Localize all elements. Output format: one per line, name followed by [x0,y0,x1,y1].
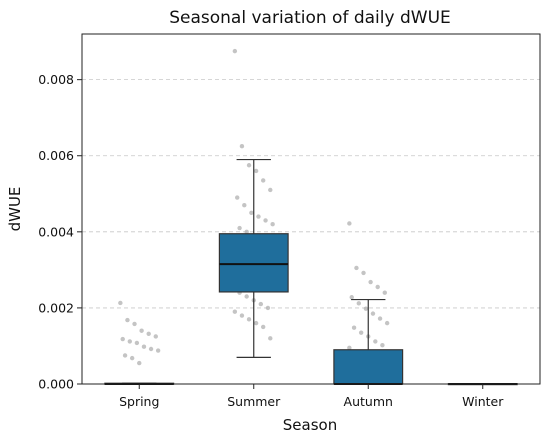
plot-frame [81,33,541,385]
data-point [141,344,147,349]
data-point [132,321,137,327]
data-point [260,324,266,330]
data-point [377,316,383,321]
data-point [356,301,362,306]
boxes [104,158,518,386]
data-point [358,330,364,335]
data-point [370,311,376,316]
data-point [347,221,352,226]
data-point [256,214,261,219]
data-point [148,346,154,352]
box-iqr [218,233,289,293]
data-point [268,336,273,341]
data-point [237,225,242,231]
data-point [153,334,158,339]
chart-title: Seasonal variation of daily dWUE [169,8,451,28]
x-axis-ticks: Spring Summer Autumn Winter [119,384,504,409]
data-point [253,168,259,174]
data-point [127,339,133,344]
data-point [265,305,271,311]
data-point [351,325,357,330]
data-point [134,340,140,346]
data-point [347,345,352,351]
data-point [122,353,128,358]
data-point [146,331,151,336]
data-point [260,178,266,183]
box-autumn [333,298,404,385]
y-tick-label: 0.002 [38,300,74,315]
data-point [349,295,354,300]
data-point [246,163,252,168]
y-tick-label: 0.008 [38,72,74,87]
box-iqr [333,349,404,385]
data-point [232,309,238,314]
data-point [380,342,385,348]
data-point [125,317,130,323]
x-axis-label: Season [283,416,337,434]
x-tick-label: Summer [227,394,281,409]
data-point [268,187,273,193]
data-point [375,284,380,290]
data-point [361,270,366,276]
data-point [258,301,264,307]
y-tick-label: 0.006 [38,148,74,163]
data-point [235,195,240,200]
box-summer [218,158,289,358]
x-tick-label: Winter [462,394,504,409]
data-point [384,320,390,326]
data-point [249,210,254,216]
data-point [239,144,245,149]
data-point [232,48,238,54]
data-point [137,360,142,366]
data-point [120,336,125,342]
y-tick-label: 0.004 [38,224,74,239]
gridlines [82,79,540,385]
data-point [253,320,259,326]
data-point [382,290,387,295]
data-point [263,218,268,223]
data-point [363,306,369,311]
data-point [373,339,378,344]
data-point [368,279,373,285]
x-tick-label: Autumn [344,394,393,409]
data-point [239,313,245,318]
data-point [354,265,359,271]
data-point [244,294,249,299]
data-point [244,229,249,235]
data-point [155,348,161,353]
data-point [246,317,252,322]
y-axis-label: dWUE [6,187,24,232]
data-point [270,222,275,227]
data-point [242,202,247,208]
x-tick-label: Spring [119,394,159,409]
data-point [139,328,144,333]
y-axis-ticks: 0.000 0.002 0.004 0.006 0.008 [38,72,82,392]
data-point [129,355,135,361]
y-tick-label: 0.000 [38,377,74,392]
data-point [118,300,123,306]
